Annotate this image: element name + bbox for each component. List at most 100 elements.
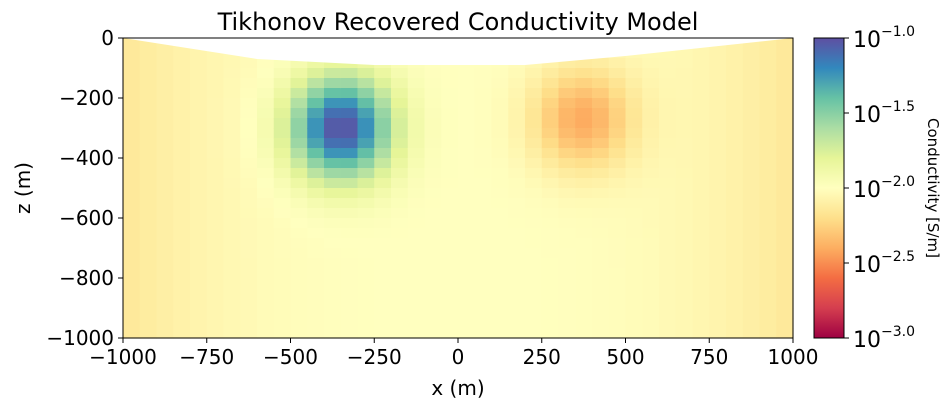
heatmap-cell: [173, 48, 191, 59]
heatmap-cell: [742, 58, 761, 69]
heatmap-cell: [642, 68, 660, 79]
heatmap-cell: [139, 168, 158, 179]
heatmap-cell: [206, 68, 225, 79]
heatmap-cell: [307, 148, 325, 159]
heatmap-cell: [123, 158, 141, 169]
heatmap-cell: [692, 108, 710, 119]
heatmap-cell: [776, 148, 794, 159]
heatmap-cell: [742, 258, 761, 269]
heatmap-cell: [206, 188, 225, 199]
heatmap-cell: [575, 178, 593, 189]
heatmap-cell: [692, 208, 710, 219]
heatmap-cell: [424, 88, 442, 99]
heatmap-cell: [324, 248, 342, 259]
heatmap-cell: [307, 288, 325, 299]
heatmap-cell: [206, 278, 225, 289]
heatmap-cell: [726, 88, 744, 99]
heatmap-cell: [340, 298, 359, 309]
heatmap-cell: [659, 118, 677, 129]
heatmap-cell: [625, 278, 643, 289]
heatmap-cell: [608, 58, 627, 69]
heatmap-cell: [441, 68, 459, 79]
heatmap-cell: [424, 118, 442, 129]
heatmap-cell: [173, 208, 191, 219]
heatmap-cell: [642, 188, 660, 199]
heatmap-cell: [290, 88, 308, 99]
heatmap-cell: [324, 98, 342, 109]
heatmap-cell: [123, 118, 141, 129]
heatmap-cell: [391, 298, 409, 309]
heatmap-cell: [625, 148, 643, 159]
heatmap-cell: [625, 98, 643, 109]
heatmap-cell: [273, 58, 292, 69]
heatmap-cell: [391, 108, 409, 119]
heatmap-cell: [273, 168, 292, 179]
heatmap-cell: [709, 138, 727, 149]
heatmap-cell: [240, 238, 258, 249]
heatmap-cell: [642, 288, 660, 299]
heatmap-cell: [240, 288, 258, 299]
heatmap-cell: [642, 318, 660, 329]
heatmap-cell: [709, 188, 727, 199]
x-tick-label: 750: [690, 345, 728, 369]
heatmap-cell: [742, 328, 761, 339]
heatmap-cell: [575, 298, 593, 309]
heatmap-cell: [759, 198, 777, 209]
heatmap-cell: [139, 98, 158, 109]
heatmap-cell: [139, 48, 158, 59]
heatmap-cell: [508, 268, 526, 279]
heatmap-cell: [608, 278, 627, 289]
heatmap-cell: [692, 308, 710, 319]
heatmap-cell: [659, 78, 677, 89]
heatmap-cell: [592, 278, 610, 289]
topography-mask: [123, 38, 793, 65]
heatmap-cell: [709, 198, 727, 209]
heatmap-cell: [491, 228, 509, 239]
heatmap-cell: [257, 218, 275, 229]
heatmap-cell: [424, 298, 442, 309]
heatmap-cell: [491, 68, 509, 79]
heatmap-cell: [139, 318, 158, 329]
heatmap-cell: [424, 208, 442, 219]
heatmap-cell: [525, 108, 543, 119]
heatmap-cell: [759, 188, 777, 199]
heatmap-cell: [742, 288, 761, 299]
heatmap-cell: [290, 278, 308, 289]
heatmap-cell: [374, 208, 392, 219]
heatmap-cell: [240, 258, 258, 269]
heatmap-cell: [223, 128, 241, 139]
heatmap-cell: [692, 98, 710, 109]
heatmap-cell: [173, 178, 191, 189]
heatmap-cell: [290, 78, 308, 89]
heatmap-cell: [240, 128, 258, 139]
heatmap-cell: [776, 278, 794, 289]
heatmap-cell: [357, 238, 375, 249]
heatmap-cell: [307, 138, 325, 149]
heatmap-cell: [625, 288, 643, 299]
heatmap-cell: [357, 78, 375, 89]
heatmap-cell: [625, 88, 643, 99]
heatmap-cell: [357, 168, 375, 179]
heatmap-cell: [575, 158, 593, 169]
heatmap-cell: [357, 328, 375, 339]
heatmap-cell: [709, 98, 727, 109]
heatmap-cell: [525, 198, 543, 209]
heatmap-cell: [759, 248, 777, 259]
heatmap-cell: [675, 158, 694, 169]
heatmap-cell: [441, 128, 459, 139]
heatmap-cell: [458, 128, 476, 139]
heatmap-cell: [441, 158, 459, 169]
heatmap-cell: [675, 258, 694, 269]
heatmap-cell: [257, 78, 275, 89]
heatmap-cell: [491, 158, 509, 169]
heatmap-cell: [659, 258, 677, 269]
heatmap-cell: [491, 148, 509, 159]
heatmap-cell: [290, 268, 308, 279]
heatmap-cell: [575, 218, 593, 229]
heatmap-cell: [357, 258, 375, 269]
heatmap-cell: [206, 118, 225, 129]
heatmap-cell: [173, 238, 191, 249]
heatmap-cell: [625, 248, 643, 259]
heatmap-cell: [324, 288, 342, 299]
heatmap-cell: [407, 308, 426, 319]
